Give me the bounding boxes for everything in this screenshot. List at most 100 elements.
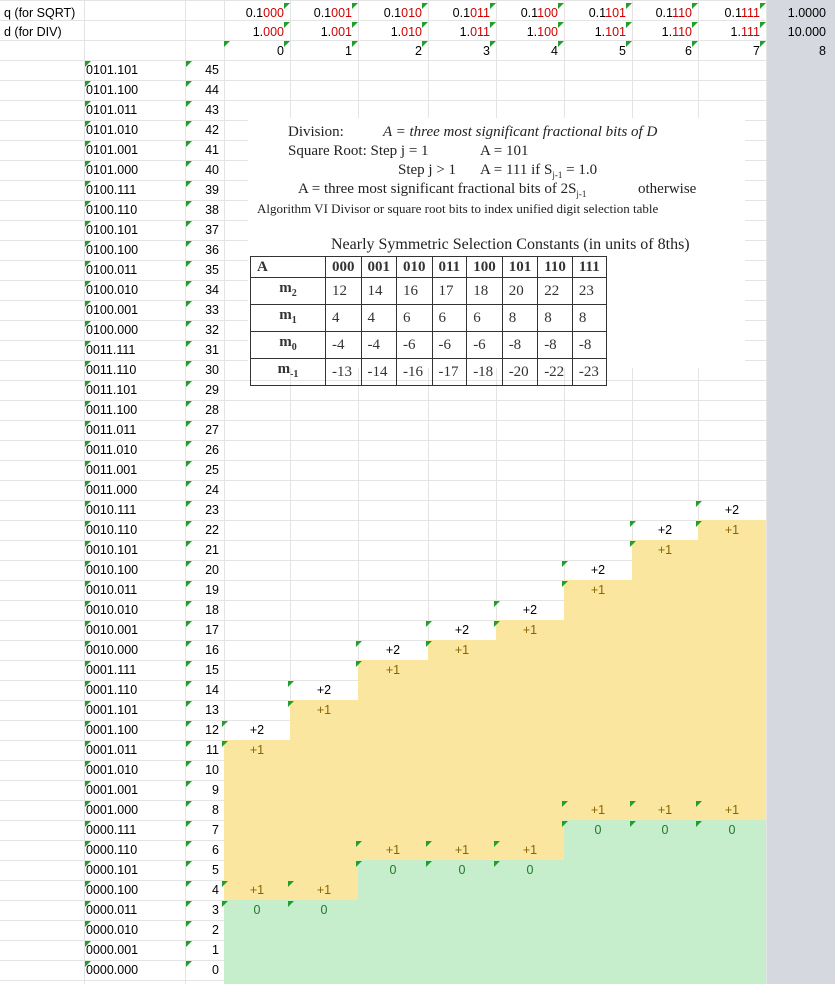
plus-one-region xyxy=(224,740,290,900)
binary-value: 0000.010 xyxy=(86,923,139,937)
row-number: 15 xyxy=(205,663,219,677)
comment-marker xyxy=(186,221,192,227)
row-number: 11 xyxy=(206,743,219,757)
row-number: 37 xyxy=(205,223,219,237)
column-index: 6 xyxy=(685,44,692,58)
constant-cell: -13 xyxy=(325,358,362,386)
row-header-name: m xyxy=(279,280,292,296)
column-gridline xyxy=(290,0,291,984)
column-gridline xyxy=(766,0,767,984)
row-number: 8 xyxy=(212,803,219,817)
comment-marker xyxy=(186,841,192,847)
header-cell: 000 xyxy=(325,256,362,278)
constant-cell: -16 xyxy=(396,358,433,386)
comment-marker xyxy=(630,541,636,547)
constant-cell: 23 xyxy=(571,277,607,305)
comment-marker xyxy=(186,601,192,607)
binary-value: 0100.110 xyxy=(86,203,138,217)
binary-value: 0001.101 xyxy=(86,703,139,717)
header-cell: 001 xyxy=(360,256,397,278)
column-gridline xyxy=(84,0,85,984)
comment-marker xyxy=(288,701,294,707)
binary-value: 0000.000 xyxy=(86,963,139,977)
row-number: 23 xyxy=(205,503,219,517)
comment-marker xyxy=(426,861,432,867)
comment-marker xyxy=(356,641,362,647)
row-header-cell: m1 xyxy=(250,304,326,332)
row-number: 1 xyxy=(212,943,219,957)
table-row: m-1 -13 -14 -16 -17 -18 -20 -22 -23 xyxy=(250,358,607,386)
header-cell: 110 xyxy=(537,256,573,278)
comment-marker xyxy=(186,181,192,187)
comment-marker xyxy=(562,561,568,567)
comment-marker xyxy=(85,321,91,327)
binary-value: 0001.110 xyxy=(86,683,138,697)
digit-mark: +1 xyxy=(657,543,673,557)
row-header-name: m xyxy=(277,361,291,377)
comment-marker xyxy=(85,961,91,967)
binary-value: 0011.000 xyxy=(86,483,138,497)
row-number: 30 xyxy=(205,363,219,377)
constant-cell: 6 xyxy=(466,304,503,332)
comment-marker xyxy=(85,381,91,387)
comment-marker xyxy=(490,3,496,9)
constant-cell: -18 xyxy=(466,358,503,386)
shaded-column xyxy=(766,0,835,984)
constant-cell: 20 xyxy=(501,277,539,305)
comment-marker xyxy=(426,641,432,647)
binary-value: 0100.010 xyxy=(86,283,139,297)
comment-marker xyxy=(85,221,91,227)
row-number: 38 xyxy=(205,203,219,217)
constant-cell: -22 xyxy=(537,358,573,386)
comment-marker xyxy=(760,41,766,47)
digit-mark: 0 xyxy=(728,823,736,837)
comment-marker xyxy=(186,641,192,647)
binary-value: 0011.101 xyxy=(86,383,138,397)
binary-value: 0001.111 xyxy=(86,663,137,677)
row-number: 12 xyxy=(205,723,219,737)
digit-mark: +2 xyxy=(657,523,673,537)
digit-mark: 0 xyxy=(458,863,466,877)
comment-marker xyxy=(85,201,91,207)
row-gridline xyxy=(0,440,766,441)
header-cell: 101 xyxy=(501,256,539,278)
row-gridline xyxy=(0,520,766,521)
comment-marker xyxy=(85,721,91,727)
row-gridline xyxy=(0,0,766,1)
constant-cell: -20 xyxy=(501,358,539,386)
row-gridline xyxy=(0,60,766,61)
comment-marker xyxy=(85,661,91,667)
q-value: 0.1010 xyxy=(383,6,422,20)
comment-marker xyxy=(186,361,192,367)
constant-cell: -14 xyxy=(360,358,397,386)
row-gridline xyxy=(0,100,766,101)
binary-value: 0010.000 xyxy=(86,643,139,657)
sqrt-step1-rule: A = 101 xyxy=(480,143,529,159)
column-index: 5 xyxy=(619,44,626,58)
constant-cell: 8 xyxy=(537,304,573,332)
row-number: 19 xyxy=(205,583,219,597)
comment-marker xyxy=(186,881,192,887)
comment-marker xyxy=(85,261,91,267)
comment-marker xyxy=(558,3,564,9)
comment-marker xyxy=(186,421,192,427)
comment-marker xyxy=(85,841,91,847)
row-header-sub: -1 xyxy=(290,369,299,380)
otherwise-label: otherwise xyxy=(638,181,697,197)
row-number: 20 xyxy=(205,563,219,577)
row-gridline xyxy=(0,600,766,601)
comment-marker xyxy=(186,761,192,767)
digit-mark: 0 xyxy=(594,823,602,837)
plus-one-region xyxy=(698,520,766,820)
row-header-name: m xyxy=(279,307,292,323)
plus-one-region xyxy=(358,660,428,860)
digit-mark: +1 xyxy=(454,643,470,657)
binary-value: 0011.111 xyxy=(86,343,136,357)
comment-marker xyxy=(85,941,91,947)
comment-marker xyxy=(85,781,91,787)
column-index: 7 xyxy=(753,44,760,58)
table-row: m0 -4 -4 -6 -6 -6 -8 -8 -8 xyxy=(250,331,607,359)
comment-marker xyxy=(186,921,192,927)
comment-marker xyxy=(760,3,766,9)
plus-one-region xyxy=(564,580,632,820)
